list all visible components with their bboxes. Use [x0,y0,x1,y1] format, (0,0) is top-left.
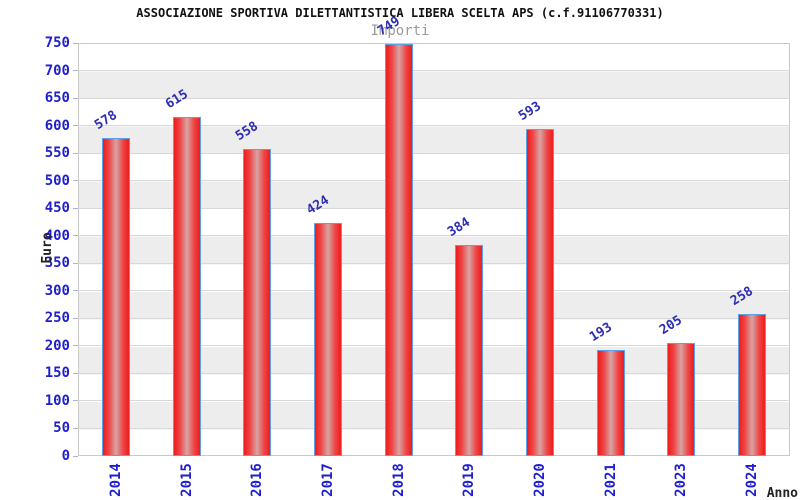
grid-line [78,125,790,127]
y-axis-tick [73,42,78,44]
x-tick-label: 2014 [108,463,124,497]
grid-line [78,372,790,374]
bar [243,148,272,456]
y-axis-tick [73,207,78,209]
y-tick-label: 450 [44,200,70,217]
y-axis-tick [73,97,78,99]
y-axis-tick [73,317,78,319]
x-tick-label: 2020 [532,463,548,497]
y-axis-tick [73,455,78,457]
y-axis-tick [73,235,78,237]
y-axis-tick [73,152,78,154]
y-tick-label: 550 [44,145,70,162]
y-axis-tick [73,345,78,347]
x-tick-label: 2018 [390,463,407,497]
bar [667,343,696,456]
y-tick-label: 250 [44,310,70,327]
y-tick-label: 50 [53,420,70,437]
y-tick-label: 750 [44,35,70,51]
x-tick-label: 2016 [249,463,266,497]
y-tick-label: 150 [44,365,70,382]
grid-line [78,262,790,264]
x-tick-label: 2023 [673,463,690,497]
y-axis-tick [73,180,78,182]
grid-line [78,180,790,182]
grid-line [78,207,790,209]
x-axis-title: Anno [766,486,798,500]
bar [455,244,484,456]
bar [526,129,554,456]
y-axis-tick [73,262,78,264]
bar [596,349,625,456]
grid-line [78,345,790,347]
y-tick-label: 200 [44,337,70,354]
y-tick-label: 100 [44,392,70,409]
y-axis-tick [73,290,78,292]
bar [172,117,201,456]
grid-line [78,317,790,319]
grid-line [78,290,790,292]
x-tick-label: 2017 [320,463,336,497]
bar [314,222,342,456]
x-tick-label: 2021 [602,463,619,497]
grid-line [78,427,790,429]
y-tick-label: 0 [61,448,70,464]
y-tick-label: 500 [44,172,70,189]
chart-title: ASSOCIAZIONE SPORTIVA DILETTANTISTICA LI… [136,6,664,20]
grid-line [78,235,790,237]
y-axis-tick [73,70,78,72]
chart-subtitle: Importi [370,23,430,39]
x-tick-label: 2015 [178,463,195,497]
y-tick-label: 400 [44,227,70,244]
y-tick-label: 600 [44,117,70,134]
y-tick-label: 700 [44,62,70,79]
y-axis-tick [73,400,78,402]
grid-line [78,97,790,99]
grid-line [78,70,790,72]
x-tick-label: 2019 [461,463,478,497]
y-tick-label: 350 [44,255,70,272]
y-tick-label: 650 [44,90,70,107]
y-axis-tick [73,125,78,127]
bar [384,43,413,456]
bar [738,313,766,456]
y-axis-tick [73,427,78,429]
grid-line [78,152,790,154]
y-axis-title: Euro [40,232,55,264]
bar [102,137,130,456]
y-axis-tick [73,372,78,374]
y-tick-label: 300 [44,282,70,299]
grid-line [78,400,790,402]
